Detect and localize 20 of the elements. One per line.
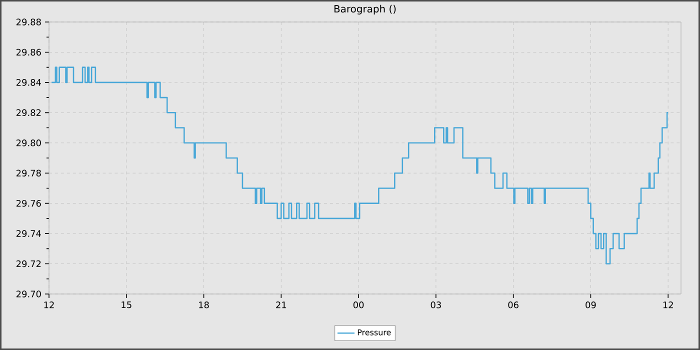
y-tick-label: 29.70 <box>16 290 41 298</box>
x-tick-label: 21 <box>276 302 286 308</box>
y-tick-label: 29.72 <box>16 260 41 268</box>
y-tick-label: 29.76 <box>16 200 41 207</box>
x-tick-label: 12 <box>44 302 54 308</box>
y-tick-label: 29.88 <box>16 18 41 26</box>
chart-title: Barograph () <box>334 4 396 14</box>
y-tick-label: 29.78 <box>16 170 41 176</box>
x-tick-label: 03 <box>430 302 441 308</box>
y-tick-label: 29.86 <box>16 48 41 56</box>
x-tick-label: 12 <box>663 302 673 308</box>
x-tick-label: 15 <box>122 302 132 308</box>
y-tick-label: 29.74 <box>16 230 41 237</box>
x-tick-label: 18 <box>199 302 209 308</box>
x-tick-label: 06 <box>508 302 518 308</box>
y-tick-label: 29.80 <box>16 139 41 146</box>
y-tick-label: 29.84 <box>16 79 41 86</box>
x-tick-label: 09 <box>586 302 596 308</box>
x-tick-label: 00 <box>353 302 364 308</box>
y-tick-label: 29.82 <box>16 109 41 116</box>
